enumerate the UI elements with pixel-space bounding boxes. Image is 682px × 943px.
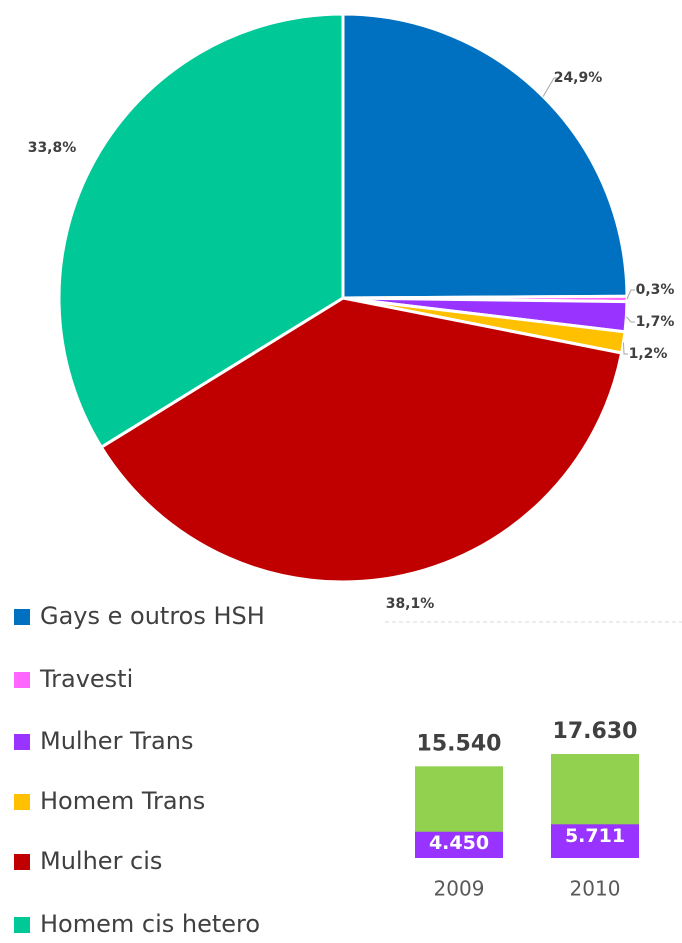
- pie-slice: [341, 12, 629, 300]
- legend-label: Mulher Trans: [40, 727, 193, 755]
- legend-swatch: [14, 917, 30, 933]
- legend-swatch: [14, 734, 30, 750]
- legend-swatch: [14, 672, 30, 688]
- bar: [415, 831, 503, 858]
- legend-label: Gays e outros HSH: [40, 602, 265, 630]
- legend-label: Mulher cis: [40, 847, 162, 875]
- data-label: 1,2%: [629, 346, 668, 362]
- x-tick-label: 2010: [570, 877, 621, 901]
- leader-line: [626, 289, 635, 300]
- x-tick-label: 2009: [434, 877, 485, 901]
- legend-label: Homem Trans: [40, 787, 205, 815]
- leader-line: [542, 77, 558, 97]
- data-label: 1,7%: [636, 314, 675, 330]
- pie-slice: [99, 296, 624, 584]
- leader-line: [623, 342, 628, 355]
- data-label: 33,8%: [28, 140, 77, 156]
- data-label: 24,9%: [554, 70, 603, 86]
- legend-swatch: [14, 609, 30, 625]
- total-label: 17.630: [553, 719, 638, 744]
- bar-label: 5.711: [565, 825, 625, 847]
- bar-label: 4.450: [429, 832, 489, 854]
- legend-swatch: [14, 854, 30, 870]
- leader-line: [626, 316, 635, 323]
- data-label: 38,1%: [386, 596, 435, 612]
- legend-swatch: [14, 794, 30, 810]
- total-label: 15.540: [417, 731, 502, 756]
- data-label: 0,3%: [636, 282, 675, 298]
- pie-slice: [57, 12, 345, 450]
- bar: [551, 824, 639, 858]
- legend-label: Homem cis hetero: [40, 910, 260, 938]
- legend-label: Travesti: [39, 665, 133, 693]
